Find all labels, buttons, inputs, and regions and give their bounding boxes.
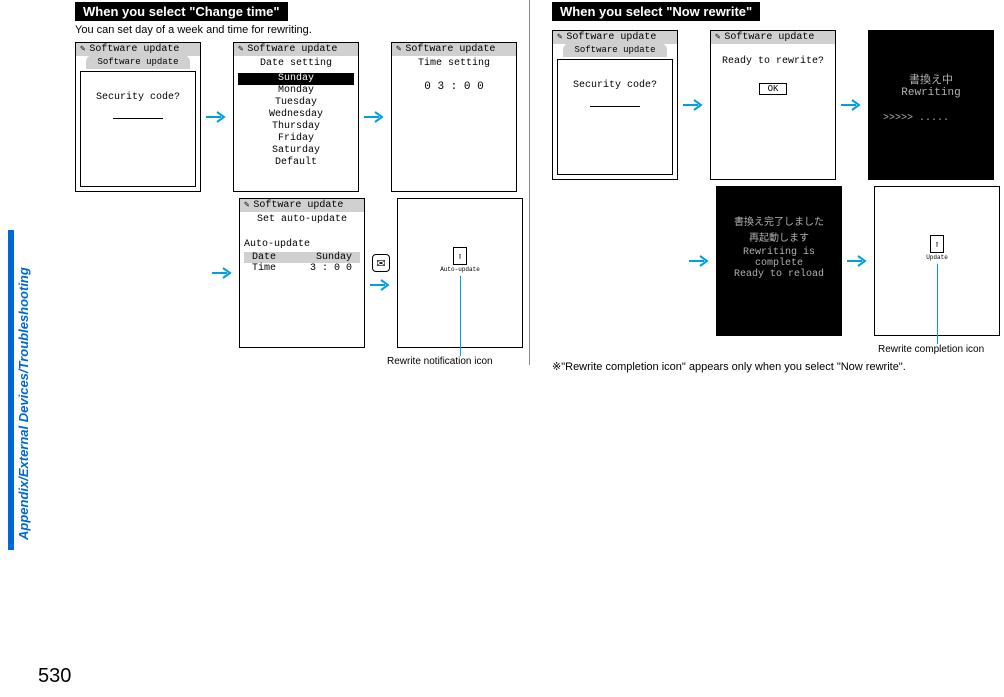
screen-title: Date setting (234, 58, 358, 69)
row-value: Sunday (316, 252, 352, 263)
callout-caption: Rewrite notification icon (387, 356, 493, 367)
arrow-icon (369, 278, 393, 292)
arrow-icon (205, 110, 229, 124)
list-item[interactable]: Monday (238, 85, 354, 97)
row-label: Date (252, 252, 276, 263)
mail-icon: ✉ (372, 254, 390, 272)
time-row: Time 3 : 0 0 (244, 263, 360, 274)
auto-update-label: Auto-update (240, 239, 364, 250)
list-item[interactable]: Sunday (238, 73, 354, 85)
date-row: Date Sunday (244, 252, 360, 263)
right-row2: 書換え完了しました 再起動します Rewriting is complete R… (552, 186, 1000, 336)
screen-security-code: Software update Software update Security… (552, 30, 678, 180)
screen-header: Software update (392, 43, 516, 56)
screen-header: Software update (240, 199, 364, 212)
list-item[interactable]: Friday (238, 133, 354, 145)
en-line1: Rewriting is complete (717, 247, 841, 269)
code-input-line (113, 109, 163, 119)
left-row2: Software update Set auto-update Auto-upd… (75, 198, 523, 348)
completion-icon-block: ▯ Update (875, 235, 999, 261)
list-item[interactable]: Thursday (238, 121, 354, 133)
screen-ready-rewrite: Software update Ready to rewrite? OK (710, 30, 836, 180)
left-row1: Software update Software update Security… (75, 42, 523, 192)
right-column: When you select "Now rewrite" Software u… (552, 2, 1000, 373)
screen-date-setting: Software update Date setting Sunday Mond… (233, 42, 359, 192)
callout-screen-wrap: ▯ Update Rewrite completion icon (874, 186, 1000, 336)
list-item[interactable]: Wednesday (238, 109, 354, 121)
prompt-text: Security code? (573, 80, 657, 91)
en-text: Rewriting (869, 87, 993, 99)
phone-update-icon: ▯ (930, 235, 944, 253)
screen-rewriting: 書換え中 Rewriting >>>>> ..... (868, 30, 994, 180)
code-input-line (590, 97, 640, 107)
list-item[interactable]: Tuesday (238, 97, 354, 109)
screen-title: Set auto-update (240, 214, 364, 225)
screen-tab: Software update (86, 55, 190, 69)
arrow-icon (688, 254, 712, 268)
icon-label: Update (875, 254, 999, 261)
jp-line2: 再起動します (717, 229, 841, 245)
jp-text: 書換え中 (869, 71, 993, 87)
screen-tab: Software update (563, 43, 667, 57)
arrow-icon (363, 110, 387, 124)
right-row1: Software update Software update Security… (552, 30, 1000, 180)
arrow-icon (211, 266, 235, 280)
callout-line (937, 264, 938, 344)
screen-header: Software update (234, 43, 358, 56)
screen-auto-update: Software update Set auto-update Auto-upd… (239, 198, 365, 348)
left-column: When you select "Change time" You can se… (75, 2, 523, 354)
arrow-icon (846, 254, 870, 268)
list-item[interactable]: Saturday (238, 145, 354, 157)
arrow-icon (682, 98, 706, 112)
right-section-title: When you select "Now rewrite" (552, 2, 760, 21)
screen-rewrite-complete: 書換え完了しました 再起動します Rewriting is complete R… (716, 186, 842, 336)
day-list: Sunday Monday Tuesday Wednesday Thursday… (238, 73, 354, 169)
ok-button-wrap: OK (711, 67, 835, 95)
list-item[interactable]: Default (238, 157, 354, 169)
row-value: 3 : 0 0 (310, 263, 352, 274)
progress-text: >>>>> ..... (869, 113, 993, 124)
column-divider (529, 0, 530, 365)
row-label: Time (252, 263, 276, 274)
note-text: ※"Rewrite completion icon" appears only … (552, 360, 1000, 373)
callout-screen-wrap: ▯ Auto-update Rewrite notification icon (397, 198, 523, 348)
screen-security-code: Software update Software update Security… (75, 42, 201, 192)
prompt-text: Security code? (96, 92, 180, 103)
mail-arrow-group: ✉ (369, 254, 393, 292)
screen-title: Time setting (392, 58, 516, 69)
notification-icon-block: ▯ Auto-update (398, 247, 522, 273)
arrow-icon (840, 98, 864, 112)
screen-time-setting: Software update Time setting 0 3 : 0 0 (391, 42, 517, 192)
left-section-title: When you select "Change time" (75, 2, 288, 21)
screen-body: Security code? (557, 59, 673, 175)
side-tab-label: Appendix/External Devices/Troubleshootin… (16, 267, 31, 540)
callout-line (460, 276, 461, 356)
screen-header: Software update (711, 31, 835, 44)
phone-update-icon: ▯ (453, 247, 467, 265)
jp-line1: 書換え完了しました (717, 213, 841, 229)
screen-body: Security code? (80, 71, 196, 187)
side-tab: Appendix/External Devices/Troubleshootin… (8, 230, 34, 550)
time-value: 0 3 : 0 0 (392, 81, 516, 93)
icon-label: Auto-update (398, 266, 522, 273)
ok-button[interactable]: OK (759, 83, 788, 95)
page-number: 530 (38, 665, 71, 688)
callout-caption: Rewrite completion icon (878, 344, 984, 355)
left-subtitle: You can set day of a week and time for r… (75, 24, 523, 36)
en-line2: Ready to reload (717, 269, 841, 280)
prompt-text: Ready to rewrite? (711, 56, 835, 67)
